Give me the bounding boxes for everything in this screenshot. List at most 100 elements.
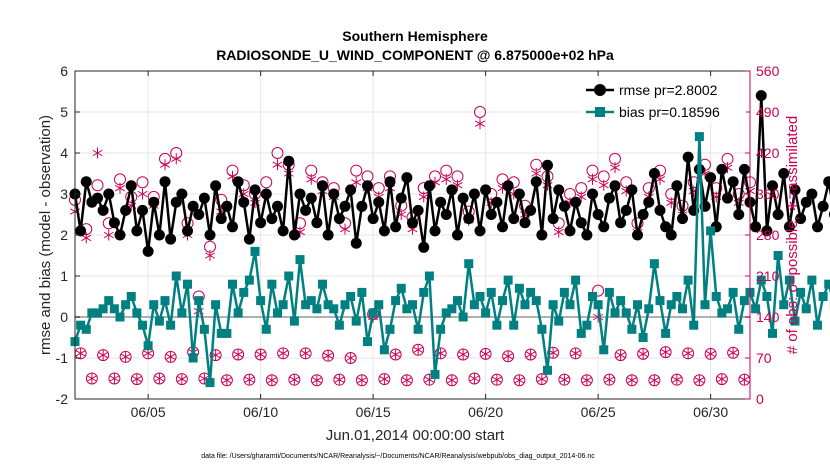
bias-point — [593, 300, 603, 310]
rmse-point — [198, 192, 210, 204]
bias-point — [689, 320, 699, 330]
rmse-point — [272, 200, 283, 212]
rmse-point — [215, 213, 227, 225]
y-right-tick-label: 140 — [756, 309, 780, 325]
assimilated-obs-stroke — [407, 225, 418, 233]
bias-point — [543, 365, 552, 375]
rmse-point — [480, 184, 492, 196]
rmse-point — [457, 192, 469, 204]
bias-point — [526, 287, 536, 297]
rmse-point — [170, 196, 182, 208]
rmse-point — [384, 176, 396, 188]
y-tick-label: 2 — [60, 227, 68, 243]
rmse-point — [390, 221, 402, 233]
bias-point — [661, 328, 671, 338]
assimilated-obs-point — [559, 374, 570, 386]
assimilated-obs-stroke — [609, 164, 621, 171]
assimilated-obs-stroke — [233, 351, 244, 358]
assimilated-obs-point — [525, 348, 536, 360]
assimilated-obs-stroke — [683, 350, 694, 357]
rmse-point — [598, 221, 610, 233]
rmse-point — [260, 188, 272, 200]
assimilated-obs-point — [469, 373, 480, 384]
rmse-point — [356, 200, 368, 212]
bias-point — [160, 296, 170, 306]
rmse-point — [727, 176, 739, 188]
rmse-point — [255, 217, 267, 229]
assimilated-obs-point — [351, 176, 362, 188]
assimilated-obs-point — [716, 373, 727, 385]
assimilated-obs-point — [587, 173, 598, 185]
rmse-point — [120, 204, 132, 216]
rmse-point — [468, 188, 480, 200]
bias-point — [464, 259, 474, 269]
rmse-point — [373, 196, 385, 208]
assimilated-obs-point — [176, 373, 187, 385]
assimilated-obs-point — [323, 350, 334, 362]
legend-bias-marker — [595, 107, 605, 117]
assimilated-obs-point — [131, 373, 142, 385]
bias-point — [621, 308, 631, 318]
assimilated-obs-stroke — [306, 176, 317, 183]
assimilated-obs-stroke — [458, 351, 469, 358]
possible-obs-point — [91, 179, 104, 192]
rmse-point — [92, 192, 103, 204]
assimilated-obs-stroke — [98, 351, 109, 359]
assimilated-obs-stroke — [311, 377, 322, 384]
assimilated-obs-stroke — [204, 252, 216, 259]
bias-point — [306, 296, 316, 306]
assimilated-obs-stroke — [446, 377, 457, 384]
bias-point — [363, 337, 372, 347]
bias-point — [81, 324, 91, 334]
assimilated-obs-stroke — [739, 376, 750, 383]
assimilated-obs-stroke — [272, 161, 283, 168]
bias-point — [216, 328, 226, 338]
rmse-point — [300, 204, 312, 216]
bias-point — [436, 324, 446, 334]
bias-point — [694, 132, 704, 142]
bias-point — [627, 324, 637, 334]
assimilated-obs-stroke — [300, 350, 311, 357]
bias-point — [98, 304, 108, 314]
bias-point — [430, 369, 440, 379]
bias-point — [768, 328, 777, 338]
y-tick-label: 4 — [60, 145, 68, 161]
assimilated-obs-stroke — [604, 376, 615, 383]
bias-point — [655, 296, 665, 306]
chart-title: Southern Hemisphere — [342, 28, 488, 44]
rmse-point — [620, 204, 632, 216]
bias-point — [453, 296, 462, 306]
assimilated-obs-point — [159, 159, 171, 171]
rmse-point — [783, 221, 795, 233]
assimilated-obs-stroke — [525, 351, 536, 358]
assimilated-obs-point — [171, 153, 182, 165]
rmse-point — [513, 188, 525, 200]
y-right-tick-label: 490 — [756, 104, 780, 120]
bias-point — [751, 304, 761, 314]
bias-point — [537, 324, 547, 334]
possible-obs-point — [271, 147, 284, 159]
bias-point — [739, 296, 749, 306]
assimilated-obs-point — [671, 374, 682, 386]
rmse-point — [187, 200, 199, 212]
rmse-point — [677, 213, 688, 225]
assimilated-obs-point — [334, 374, 345, 386]
assimilated-obs-point — [615, 349, 626, 361]
bias-point — [790, 316, 800, 326]
assimilated-obs-point — [604, 374, 615, 386]
bias-point — [498, 296, 507, 306]
rmse-point — [575, 217, 587, 229]
y-tick-label: 6 — [60, 63, 68, 79]
x-axis-label: Jun.01,2014 00:00:00 start — [326, 427, 505, 444]
rmse-point — [542, 159, 553, 171]
bias-point — [683, 275, 693, 285]
bias-point — [796, 287, 806, 297]
bias-point — [548, 300, 558, 310]
assimilated-obs-point — [289, 374, 300, 386]
bias-point — [171, 271, 181, 281]
rmse-point — [423, 180, 435, 192]
rmse-point — [654, 204, 666, 216]
rmse-point — [103, 188, 115, 200]
rmse-point — [249, 184, 261, 196]
